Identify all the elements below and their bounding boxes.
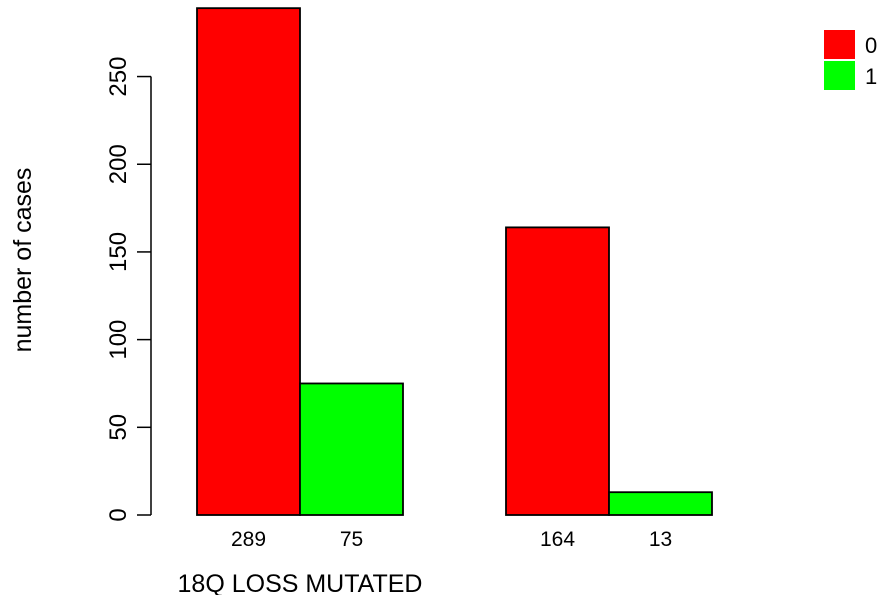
x-axis-label: 18Q LOSS MUTATED	[178, 570, 423, 595]
bar-value-label: 75	[340, 528, 363, 551]
y-tick-label: 50	[105, 414, 132, 441]
y-tick-label: 250	[105, 57, 132, 97]
legend-label: 1	[865, 64, 877, 89]
bar-labels: 289 75 164 13	[231, 528, 672, 551]
bars	[196, 7, 713, 516]
bar	[608, 491, 713, 516]
bar-value-label: 13	[649, 528, 672, 551]
y-axis-label: number of cases	[9, 168, 37, 353]
y-tick-label: 0	[105, 508, 132, 521]
bar	[196, 7, 301, 516]
legend-label: 0	[865, 33, 877, 58]
bar-value-label: 164	[540, 528, 575, 551]
legend-swatch	[824, 61, 855, 90]
bar	[505, 226, 610, 516]
y-axis: 0 50 100 150 200 250	[105, 57, 152, 522]
bar	[299, 382, 404, 516]
bar-value-label: 289	[231, 528, 266, 551]
y-tick-label: 150	[105, 232, 132, 272]
y-tick-label: 200	[105, 144, 132, 184]
legend-swatch	[824, 30, 855, 59]
legend: 01	[824, 30, 877, 90]
y-tick-label: 100	[105, 320, 132, 360]
